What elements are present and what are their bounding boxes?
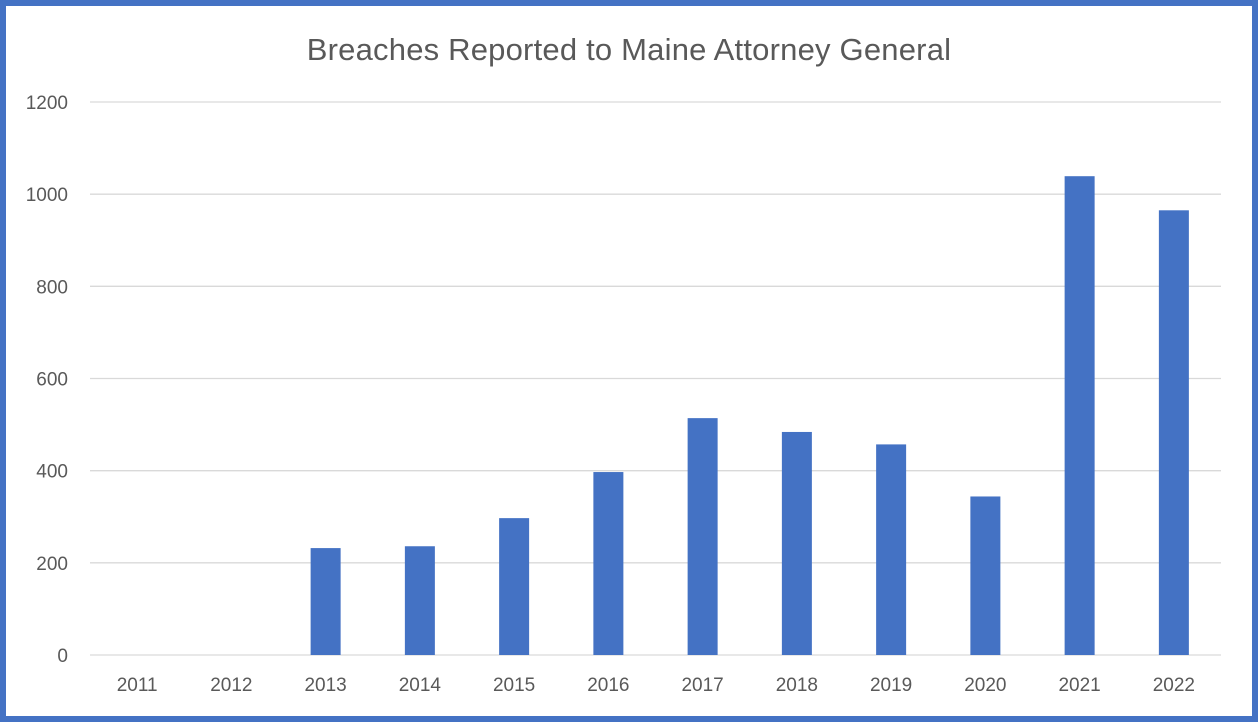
gridlines (90, 101, 1221, 656)
y-tick-label-1000: 1000 (26, 185, 68, 206)
y-axis: 0 200 400 600 800 1000 1200 (26, 93, 68, 667)
x-axis: 2011 2012 2013 2014 2015 2016 2017 2018 2019 2020… (117, 675, 1195, 696)
x-tick-label-2016: 2016 (587, 675, 629, 696)
bar-2016 (593, 472, 624, 655)
bar-2020 (970, 496, 1001, 655)
bar-2015 (499, 518, 530, 655)
x-tick-label-2012: 2012 (210, 675, 252, 696)
bars (310, 176, 1189, 656)
y-tick-label-1200: 1200 (26, 93, 68, 114)
chart-title: Breaches Reported to Maine Attorney Gene… (306, 32, 952, 67)
bar-2017 (687, 418, 718, 655)
y-tick-label-200: 200 (36, 554, 68, 575)
x-tick-label-2022: 2022 (1153, 675, 1195, 696)
x-tick-label-2013: 2013 (304, 675, 346, 696)
x-tick-label-2017: 2017 (681, 675, 723, 696)
bar-2018 (781, 431, 812, 655)
y-tick-label-600: 600 (36, 370, 68, 391)
y-tick-label-400: 400 (36, 462, 68, 483)
bar-2013 (310, 548, 341, 655)
x-tick-label-2019: 2019 (870, 675, 912, 696)
y-tick-label-800: 800 (36, 277, 68, 298)
x-tick-label-2011: 2011 (117, 675, 158, 696)
y-tick-label-0: 0 (57, 646, 68, 667)
x-tick-label-2021: 2021 (1058, 675, 1100, 696)
bar-2022 (1158, 210, 1189, 655)
bar-2021 (1064, 176, 1095, 656)
x-tick-label-2020: 2020 (964, 675, 1006, 696)
x-tick-label-2014: 2014 (399, 675, 442, 696)
bar-2019 (876, 444, 907, 655)
bar-2014 (404, 546, 435, 655)
x-tick-label-2018: 2018 (776, 675, 818, 696)
x-tick-label-2015: 2015 (493, 675, 535, 696)
